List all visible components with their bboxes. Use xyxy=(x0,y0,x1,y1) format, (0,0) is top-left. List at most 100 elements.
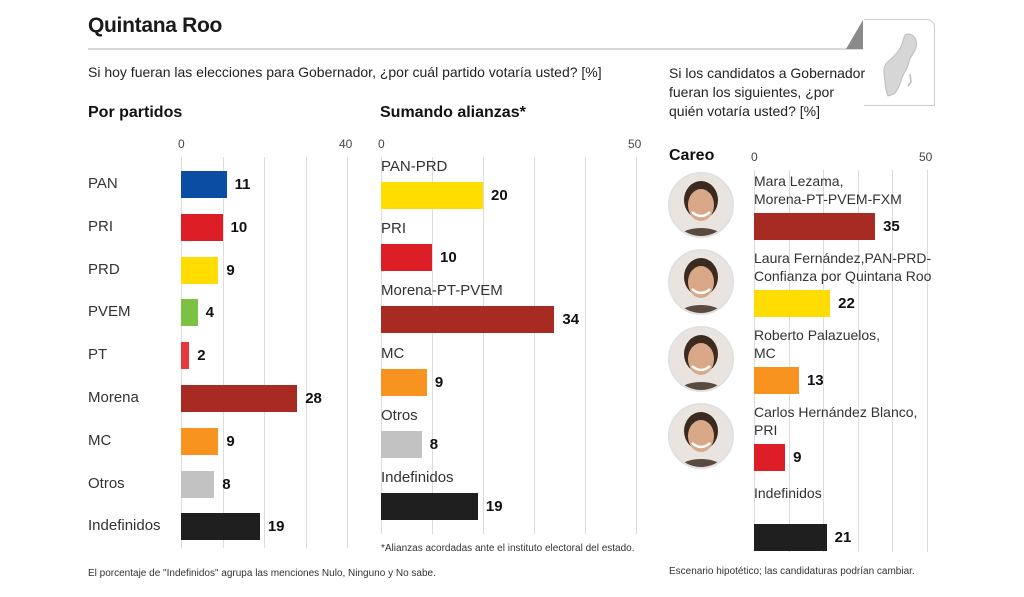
bar xyxy=(381,244,432,272)
category-label: PAN xyxy=(88,175,118,192)
bar xyxy=(181,513,260,541)
candidate-label: Indefinidos xyxy=(754,485,822,501)
candidate-label: Carlos Hernández Blanco, xyxy=(754,404,918,420)
person-portrait-icon xyxy=(670,405,732,467)
candidate-label: Morena-PT-PVEM-FXM xyxy=(754,191,902,207)
chart-title-por-partidos: Por partidos xyxy=(88,104,183,121)
axis-tick-label: 50 xyxy=(628,137,642,151)
header-divider xyxy=(88,48,863,50)
candidate-photo xyxy=(668,249,734,315)
gridline xyxy=(823,170,825,552)
gridline xyxy=(788,170,790,552)
quintana-roo-map-icon xyxy=(883,33,917,97)
bar xyxy=(181,213,223,241)
candidate-label: Roberto Palazuelos, xyxy=(754,327,881,343)
data-label: 13 xyxy=(806,372,824,389)
category-label: PAN-PRD xyxy=(381,158,448,175)
axis-tick-label: 0 xyxy=(378,137,385,151)
data-label: 9 xyxy=(226,261,235,279)
bar xyxy=(181,342,190,370)
question-parties: Si hoy fueran las elecciones para Gobern… xyxy=(88,64,602,80)
gridline xyxy=(347,157,348,548)
bar xyxy=(181,299,198,327)
bar xyxy=(754,290,831,317)
bar xyxy=(181,385,298,412)
map-box xyxy=(864,19,935,106)
gridline xyxy=(483,157,484,534)
gridline xyxy=(432,157,433,534)
axis-tick-label: 40 xyxy=(339,137,353,151)
data-label: 21 xyxy=(834,529,852,546)
gridline xyxy=(585,157,586,534)
data-label: 2 xyxy=(197,347,206,365)
data-label: 28 xyxy=(305,390,322,407)
gridline xyxy=(534,157,535,534)
person-portrait-icon xyxy=(670,174,732,236)
gridline xyxy=(305,157,307,548)
data-label: 8 xyxy=(429,435,439,453)
bar xyxy=(181,256,219,284)
category-label: PRI xyxy=(88,217,114,235)
data-label: 35 xyxy=(883,218,900,235)
note-indefinidos: El porcentaje de "Indefinidos" agrupa la… xyxy=(88,568,436,579)
data-label: 8 xyxy=(222,475,231,493)
data-label: 22 xyxy=(838,295,855,312)
chart-title-sumando-alianzas: Sumando alianzas* xyxy=(380,104,526,121)
category-label: Morena xyxy=(88,389,139,406)
category-label: PRD xyxy=(88,260,120,278)
candidate-label: Laura Fernández,PAN-PRD- xyxy=(754,250,932,266)
bar xyxy=(754,367,799,394)
note-escenario: Escenario hipotético; las candidaturas p… xyxy=(669,566,915,577)
data-label: 11 xyxy=(234,176,251,193)
category-label: Otros xyxy=(88,474,125,492)
gridline xyxy=(892,170,894,552)
question-candidates: Si los candidatos a Gobernador fueran lo… xyxy=(669,65,866,119)
bar xyxy=(754,524,827,551)
category-label: MC xyxy=(381,344,405,362)
category-label: Otros xyxy=(381,406,418,424)
data-label: 4 xyxy=(205,304,214,322)
gridline xyxy=(857,170,859,552)
person-portrait-icon xyxy=(670,251,732,313)
axis-tick-label: 0 xyxy=(178,137,185,151)
bar xyxy=(181,470,215,498)
candidate-label: Mara Lezama, xyxy=(754,173,844,189)
bar xyxy=(381,306,555,334)
data-label: 20 xyxy=(491,187,508,204)
candidate-label: MC xyxy=(754,345,776,361)
map-tab-decoration xyxy=(846,20,863,49)
category-label: Morena-PT-PVEM xyxy=(381,282,503,300)
data-label: 9 xyxy=(226,432,235,450)
bar xyxy=(381,182,483,209)
note-alianzas: *Alianzas acordadas ante el instituto el… xyxy=(381,543,635,554)
data-label: 9 xyxy=(793,449,802,466)
gridline xyxy=(222,157,224,548)
bar xyxy=(181,171,227,198)
category-label: Indefinidos xyxy=(381,469,454,486)
gridline xyxy=(754,170,755,552)
axis-tick-label: 0 xyxy=(751,150,758,164)
bar xyxy=(381,493,478,520)
category-label: PVEM xyxy=(88,303,131,321)
bar xyxy=(181,427,219,455)
candidate-photo xyxy=(668,326,734,392)
chart-title-careo: Careo xyxy=(669,147,715,164)
bar xyxy=(381,430,422,458)
category-label: PT xyxy=(88,346,108,364)
category-label: MC xyxy=(88,431,112,449)
data-label: 10 xyxy=(440,249,457,267)
category-label: Indefinidos xyxy=(88,517,161,535)
bar xyxy=(381,368,427,396)
candidate-label: PRI xyxy=(754,422,778,438)
data-label: 34 xyxy=(562,311,580,329)
gridline xyxy=(927,170,928,552)
axis-tick-label: 50 xyxy=(919,150,933,164)
bar xyxy=(754,213,876,240)
category-label: PRI xyxy=(381,220,407,238)
page-title: Quintana Roo xyxy=(88,14,223,37)
candidate-photo xyxy=(668,172,734,238)
data-label: 19 xyxy=(485,498,503,515)
gridline xyxy=(264,157,265,548)
data-label: 19 xyxy=(267,518,285,536)
person-portrait-icon xyxy=(670,328,732,390)
